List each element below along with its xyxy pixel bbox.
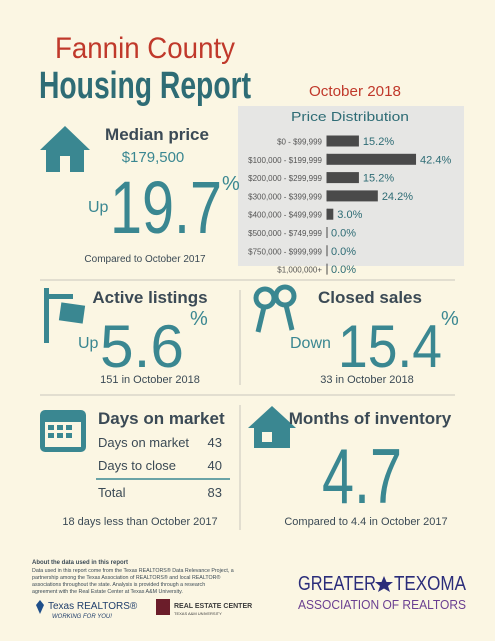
dom-row-value: 83 — [208, 485, 222, 500]
title-line1: Fannin County — [55, 32, 235, 65]
listings-direction: Up — [78, 335, 99, 352]
listings-note: 151 in October 2018 — [100, 374, 200, 386]
price-range-label: $500,000 - $749,999 — [248, 229, 322, 238]
texas-realtors: Texas REALTORS® — [48, 601, 138, 612]
price-value-label: 42.4% — [420, 154, 451, 166]
listings-label: Active listings — [92, 288, 207, 307]
price-bar — [327, 208, 334, 220]
dom-row-value: 40 — [208, 458, 222, 473]
assoc-word2: TEXOMA — [394, 573, 467, 595]
about-line: associations throughout the state. Analy… — [32, 582, 205, 588]
dom-row-label: Total — [98, 485, 126, 500]
price-value-label: 15.2% — [363, 136, 394, 148]
median-comparison: Compared to October 2017 — [84, 254, 206, 265]
inventory-value: 4.7 — [322, 432, 402, 520]
median-label: Median price — [105, 125, 209, 144]
dom-row-label: Days to close — [98, 458, 176, 473]
price-range-label: $200,000 - $299,999 — [248, 174, 322, 183]
rec-name: REAL ESTATE CENTER — [174, 603, 252, 610]
price-value-label: 0.0% — [331, 246, 356, 258]
price-bar — [327, 190, 378, 202]
price-range-label: $750,000 - $999,999 — [248, 247, 322, 256]
price-value-label: 3.0% — [337, 209, 362, 221]
price-value-label: 15.2% — [363, 173, 394, 185]
price-bars: $0 - $99,999 15.2% $100,000 - $199,999 42.4… — [248, 135, 451, 276]
median-value: $179,500 — [122, 149, 185, 166]
title-line2: Housing Report — [39, 65, 251, 107]
sales-change: 15.4 — [338, 313, 442, 380]
texas-realtors-logo — [36, 600, 44, 614]
sales-unit: % — [441, 308, 459, 330]
texas-realtors-tagline: WORKING FOR YOU! — [52, 614, 112, 620]
sign-icon — [44, 288, 86, 343]
dom-note: 18 days less than October 2017 — [62, 516, 217, 528]
sales-direction: Down — [290, 335, 331, 352]
about-line: Data used in this report come from the T… — [32, 567, 234, 574]
star — [375, 576, 393, 592]
dom-row-label: Days on market — [98, 435, 189, 450]
price-panel — [238, 106, 464, 266]
price-value-label: 0.0% — [331, 264, 356, 276]
assoc-word1: GREATER — [298, 573, 376, 595]
report-date: October 2018 — [309, 83, 401, 100]
rec-sub: TEXAS A&M UNIVERSITY — [174, 611, 222, 616]
price-range-label: $100,000 - $199,999 — [248, 156, 322, 165]
median-change: 19.7 — [110, 166, 222, 249]
assoc-line2: ASSOCIATION OF REALTORS — [298, 598, 466, 612]
rec-logo — [156, 599, 170, 615]
price-range-label: $300,000 - $399,999 — [248, 192, 322, 201]
price-range-label: $400,000 - $499,999 — [248, 211, 322, 220]
listings-change: 5.6 — [100, 313, 184, 380]
sales-label: Closed sales — [318, 288, 422, 307]
price-bar — [327, 135, 359, 147]
inventory-icon — [248, 406, 296, 448]
price-value-label: 24.2% — [382, 191, 413, 203]
price-range-label: $0 - $99,999 — [277, 138, 322, 147]
calendar-icon — [40, 410, 86, 452]
about-title: About the data used in this report — [32, 560, 128, 566]
inventory-label: Months of inventory — [289, 409, 452, 428]
median-direction: Up — [88, 199, 109, 216]
about-line: agreement with the Real Estate Center at… — [32, 589, 183, 595]
price-value-label: 0.0% — [331, 228, 356, 240]
keys-icon — [253, 284, 297, 333]
price-bar — [327, 153, 417, 165]
median-unit: % — [222, 173, 240, 195]
house-icon — [40, 126, 90, 172]
sales-note: 33 in October 2018 — [320, 374, 414, 386]
about-line: partnership among the Texas Association … — [32, 574, 220, 581]
price-bar — [327, 172, 359, 184]
price-title: Price Distribution — [291, 109, 409, 124]
price-range-label: $1,000,000+ — [277, 266, 322, 275]
dom-row-value: 43 — [208, 435, 222, 450]
inventory-note: Compared to 4.4 in October 2017 — [284, 516, 447, 528]
dom-label: Days on market — [98, 409, 225, 428]
listings-unit: % — [190, 308, 208, 330]
